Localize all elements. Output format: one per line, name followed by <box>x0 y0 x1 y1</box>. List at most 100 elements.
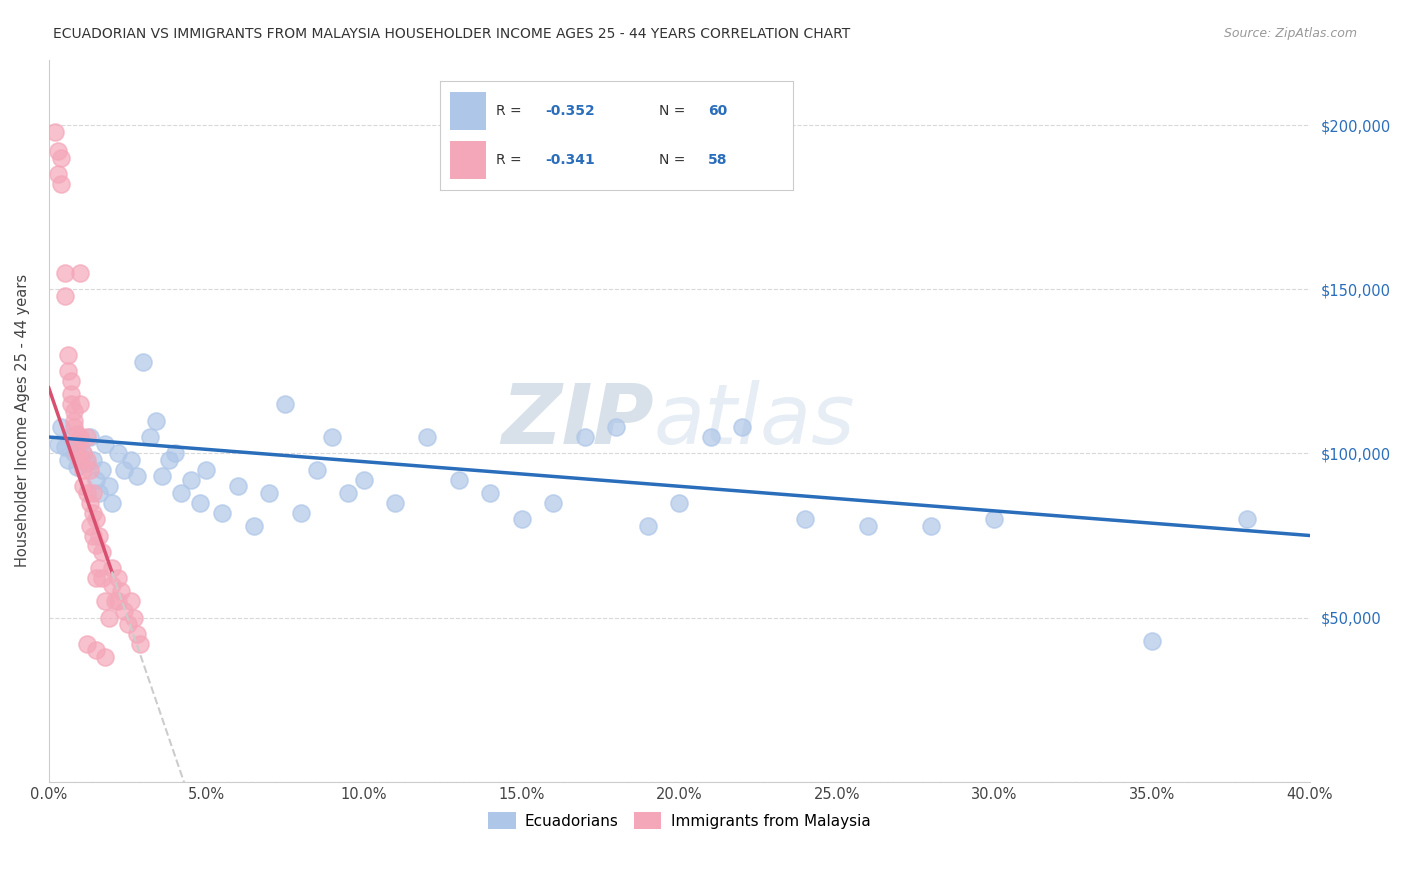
Point <box>76 430 98 444</box>
Point <box>794 512 817 526</box>
Point <box>479 486 502 500</box>
Point <box>53 440 76 454</box>
Point <box>101 578 124 592</box>
Point <box>110 584 132 599</box>
Point <box>89 486 111 500</box>
Point <box>157 453 180 467</box>
Point <box>79 496 101 510</box>
Legend: Ecuadorians, Immigrants from Malaysia: Ecuadorians, Immigrants from Malaysia <box>482 805 876 836</box>
Point <box>170 486 193 500</box>
Point <box>72 463 94 477</box>
Point <box>59 374 82 388</box>
Point <box>91 463 114 477</box>
Point <box>510 512 533 526</box>
Point <box>188 496 211 510</box>
Point <box>82 506 104 520</box>
Point <box>46 168 69 182</box>
Point <box>82 528 104 542</box>
Point <box>117 617 139 632</box>
Point <box>163 446 186 460</box>
Point <box>574 430 596 444</box>
Point <box>112 604 135 618</box>
Point <box>84 512 107 526</box>
Point <box>56 364 79 378</box>
Point <box>920 518 942 533</box>
Point <box>97 479 120 493</box>
Point <box>858 518 880 533</box>
Point <box>63 414 86 428</box>
Point <box>76 456 98 470</box>
Point <box>731 420 754 434</box>
Point <box>63 404 86 418</box>
Point <box>94 436 117 450</box>
Point <box>51 178 73 192</box>
Point <box>605 420 627 434</box>
Point <box>101 561 124 575</box>
Point <box>129 637 152 651</box>
Point <box>94 594 117 608</box>
Point <box>107 571 129 585</box>
Point <box>84 538 107 552</box>
Point <box>1236 512 1258 526</box>
Point <box>337 486 360 500</box>
Point <box>211 506 233 520</box>
Point <box>79 463 101 477</box>
Point <box>101 496 124 510</box>
Point <box>699 430 721 444</box>
Point <box>150 469 173 483</box>
Point <box>91 545 114 559</box>
Point <box>668 496 690 510</box>
Point <box>72 446 94 460</box>
Point <box>69 436 91 450</box>
Point <box>59 397 82 411</box>
Text: atlas: atlas <box>654 380 856 461</box>
Point <box>1140 633 1163 648</box>
Point <box>132 354 155 368</box>
Point <box>637 518 659 533</box>
Point <box>44 125 66 139</box>
Point <box>384 496 406 510</box>
Point <box>112 463 135 477</box>
Point <box>120 594 142 608</box>
Point <box>122 610 145 624</box>
Point <box>97 610 120 624</box>
Point <box>82 453 104 467</box>
Point <box>46 145 69 159</box>
Point <box>82 486 104 500</box>
Point <box>72 479 94 493</box>
Point <box>138 430 160 444</box>
Point <box>120 453 142 467</box>
Point <box>59 387 82 401</box>
Point <box>53 266 76 280</box>
Point <box>94 649 117 664</box>
Point <box>242 518 264 533</box>
Point <box>66 436 89 450</box>
Point <box>321 430 343 444</box>
Point <box>76 486 98 500</box>
Point <box>59 430 82 444</box>
Point <box>125 627 148 641</box>
Point <box>63 420 86 434</box>
Point <box>107 594 129 608</box>
Text: Source: ZipAtlas.com: Source: ZipAtlas.com <box>1223 27 1357 40</box>
Point <box>125 469 148 483</box>
Point <box>180 473 202 487</box>
Point <box>56 348 79 362</box>
Point <box>69 430 91 444</box>
Point <box>290 506 312 520</box>
Point <box>353 473 375 487</box>
Point <box>79 430 101 444</box>
Point <box>84 643 107 657</box>
Point <box>983 512 1005 526</box>
Point <box>274 397 297 411</box>
Point <box>66 459 89 474</box>
Point <box>56 453 79 467</box>
Point <box>76 637 98 651</box>
Point <box>416 430 439 444</box>
Point <box>69 453 91 467</box>
Point <box>195 463 218 477</box>
Point <box>541 496 564 510</box>
Point <box>72 446 94 460</box>
Text: ZIP: ZIP <box>502 380 654 461</box>
Point <box>84 571 107 585</box>
